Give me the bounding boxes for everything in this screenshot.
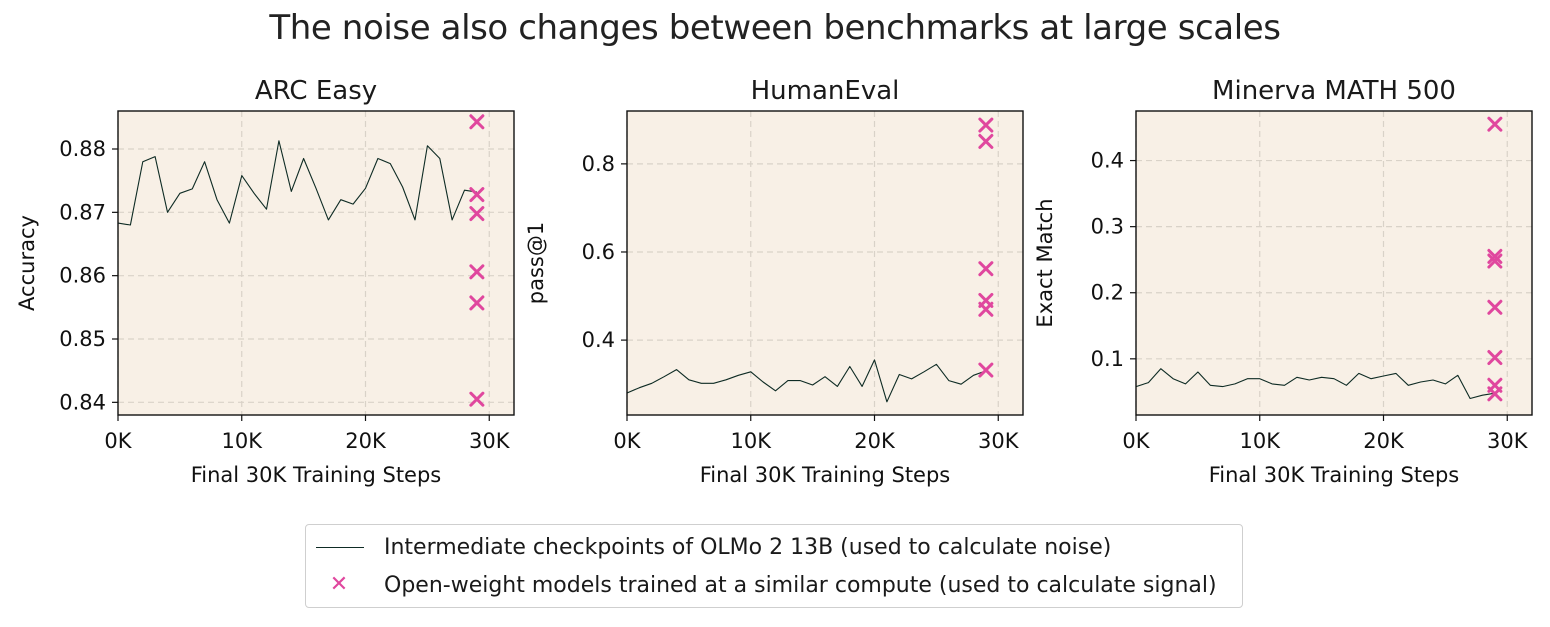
marker-stroke bbox=[1487, 350, 1503, 366]
y-tick-label: 0.86 bbox=[59, 264, 106, 288]
x-tick-label: 20K bbox=[345, 429, 387, 453]
y-axis-label: Exact Match bbox=[1033, 198, 1057, 327]
x-axis-label: Final 30K Training Steps bbox=[700, 463, 951, 487]
marker-stroke bbox=[978, 133, 994, 149]
chart-title: HumanEval bbox=[751, 76, 900, 106]
y-tick-label: 0.2 bbox=[1091, 281, 1124, 305]
data-point-x-marker bbox=[1487, 253, 1503, 269]
plot-frame bbox=[1135, 110, 1533, 416]
x-axis-label: Final 30K Training Steps bbox=[1209, 463, 1460, 487]
legend-line-swatch bbox=[314, 528, 364, 566]
marker-stroke bbox=[1487, 116, 1503, 132]
x-tick-label: 10K bbox=[1240, 429, 1282, 453]
y-tick-label: 0.4 bbox=[582, 328, 615, 352]
data-point-x-marker bbox=[469, 206, 485, 222]
data-point-x-marker bbox=[1487, 299, 1503, 315]
marker-stroke bbox=[469, 391, 485, 407]
x-tick-label: 20K bbox=[854, 429, 896, 453]
y-tick-label: 0.8 bbox=[582, 152, 615, 176]
y-tick-label: 0.87 bbox=[59, 200, 106, 224]
y-tick-label: 0.84 bbox=[59, 390, 106, 414]
chart-title: Minerva MATH 500 bbox=[1212, 76, 1456, 106]
data-point-x-marker bbox=[1487, 350, 1503, 366]
x-tick-label: 20K bbox=[1363, 429, 1405, 453]
x-tick-label: 10K bbox=[731, 429, 773, 453]
legend-item-line: Intermediate checkpoints of OLMo 2 13B (… bbox=[306, 528, 1242, 566]
data-point-x-marker bbox=[469, 264, 485, 280]
chart-title: ARC Easy bbox=[255, 76, 377, 106]
data-point-x-marker bbox=[469, 114, 485, 130]
marker-stroke bbox=[469, 187, 485, 203]
data-point-x-marker bbox=[978, 362, 994, 378]
data-point-x-marker bbox=[1487, 386, 1503, 402]
plot-area bbox=[1136, 111, 1532, 415]
data-point-x-marker bbox=[469, 187, 485, 203]
marker-stroke bbox=[1487, 299, 1503, 315]
legend: Intermediate checkpoints of OLMo 2 13B (… bbox=[305, 524, 1243, 608]
plot-frame bbox=[626, 110, 1024, 416]
data-point-x-marker bbox=[978, 117, 994, 133]
marker-stroke bbox=[469, 114, 485, 130]
x-tick-label: 0K bbox=[1122, 429, 1150, 453]
data-point-x-marker bbox=[469, 391, 485, 407]
marker-stroke bbox=[978, 362, 994, 378]
charts-svg: 0K 10K 20K 30K 0.84 0.85 0.86 0.87 0.88 ARC Easy F… bbox=[15, 76, 1533, 487]
chart-panel-2: 0K 10K 20K 30K 0.4 0.6 0.8 HumanEval Final 30K T… bbox=[524, 76, 1024, 487]
y-axis-label: Accuracy bbox=[15, 215, 39, 311]
plot-area bbox=[118, 111, 514, 415]
y-tick-label: 0.85 bbox=[59, 327, 106, 351]
x-axis-label: Final 30K Training Steps bbox=[191, 463, 442, 487]
y-tick-label: 0.3 bbox=[1091, 215, 1124, 239]
data-point-x-marker bbox=[978, 261, 994, 277]
marker-stroke bbox=[978, 117, 994, 133]
y-tick-label: 0.4 bbox=[1091, 149, 1124, 173]
data-point-x-marker bbox=[1487, 248, 1503, 264]
legend-item-marker: ✕ Open-weight models trained at a simila… bbox=[306, 566, 1242, 604]
series-line bbox=[1135, 368, 1495, 400]
marker-stroke bbox=[978, 261, 994, 277]
y-tick-label: 0.6 bbox=[582, 240, 615, 264]
figure-title: The noise also changes between benchmark… bbox=[269, 8, 1281, 48]
y-tick-label: 0.1 bbox=[1091, 347, 1124, 371]
x-tick-label: 30K bbox=[469, 429, 511, 453]
marker-stroke bbox=[469, 264, 485, 280]
x-tick-label: 30K bbox=[1487, 429, 1529, 453]
data-point-x-marker bbox=[978, 133, 994, 149]
data-point-x-marker bbox=[1487, 116, 1503, 132]
data-point-x-marker bbox=[469, 295, 485, 311]
marker-stroke bbox=[1487, 386, 1503, 402]
x-tick-label: 0K bbox=[104, 429, 132, 453]
x-tick-label: 0K bbox=[613, 429, 641, 453]
y-axis-label: pass@1 bbox=[524, 222, 548, 304]
marker-stroke bbox=[469, 206, 485, 222]
x-marker-icon: ✕ bbox=[329, 572, 349, 597]
chart-panel-1: 0K 10K 20K 30K 0.84 0.85 0.86 0.87 0.88 ARC Easy F… bbox=[15, 76, 515, 487]
x-tick-label: 10K bbox=[222, 429, 264, 453]
legend-marker-label: Open-weight models trained at a similar … bbox=[384, 572, 1217, 598]
legend-marker-swatch: ✕ bbox=[314, 566, 364, 604]
y-tick-label: 0.88 bbox=[59, 137, 106, 161]
plot-frame bbox=[117, 110, 515, 416]
marker-stroke bbox=[978, 301, 994, 317]
x-tick-label: 30K bbox=[978, 429, 1020, 453]
marker-stroke bbox=[1487, 248, 1503, 264]
plot-area bbox=[627, 111, 1023, 415]
data-point-x-marker bbox=[978, 301, 994, 317]
marker-stroke bbox=[469, 295, 485, 311]
marker-stroke bbox=[1487, 253, 1503, 269]
series-line bbox=[626, 359, 987, 403]
chart-panel-3: 0K 10K 20K 30K 0.1 0.2 0.3 0.4 Minerva MATH 500 F… bbox=[1033, 76, 1533, 487]
series-line bbox=[117, 140, 477, 226]
legend-line-label: Intermediate checkpoints of OLMo 2 13B (… bbox=[384, 534, 1112, 560]
